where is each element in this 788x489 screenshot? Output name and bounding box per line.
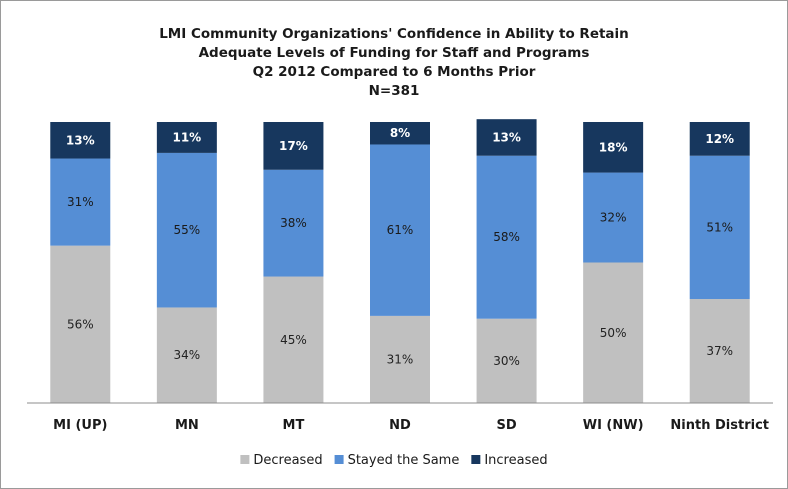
- data-label-increased-sd: 13%: [492, 130, 521, 144]
- data-label-decreased-mi-up: 56%: [67, 317, 94, 331]
- legend: Decreased Stayed the Same Increased: [240, 453, 548, 468]
- legend-item-stayed-the-same: Stayed the Same: [334, 453, 460, 468]
- bar-increased-nd: [370, 122, 430, 145]
- bar-stayed-the-same-sd: [476, 155, 537, 319]
- chart-subtitle-n: N=381: [369, 83, 420, 99]
- legend-item-decreased: Decreased: [240, 453, 323, 468]
- bars-group: 56% 31% 13% 34% 55% 11% 45% 38% 17% 31% 61% 8% 30% 58…: [50, 119, 750, 403]
- data-label-increased-nd: 8%: [390, 126, 410, 140]
- bar-increased-sd: [476, 119, 537, 156]
- data-label-stayed-the-same-sd: 58%: [493, 230, 520, 244]
- bar-stayed-the-same-mt: [263, 169, 324, 277]
- data-label-stayed-the-same-ninth-district: 51%: [706, 220, 733, 234]
- bar-decreased-mt: [263, 276, 324, 403]
- bar-decreased-mn: [156, 307, 217, 403]
- data-label-increased-wi-nw: 18%: [599, 140, 628, 154]
- bar-decreased-ninth-district: [689, 299, 750, 403]
- data-label-increased-ninth-district: 12%: [705, 132, 734, 146]
- category-label-nd: ND: [389, 418, 411, 433]
- data-label-stayed-the-same-wi-nw: 32%: [600, 211, 627, 225]
- chart-title-line-3: Q2 2012 Compared to 6 Months Prior: [253, 64, 536, 80]
- data-label-decreased-mt: 45%: [280, 333, 307, 347]
- bar-increased-ninth-district: [689, 122, 750, 156]
- bar-decreased-nd: [370, 315, 430, 403]
- bar-decreased-wi-nw: [583, 262, 644, 403]
- legend-swatch-stayed-the-same: [334, 455, 344, 464]
- legend-swatch-decreased: [240, 455, 250, 464]
- data-label-increased-mn: 11%: [172, 130, 201, 144]
- category-label-sd: SD: [496, 418, 516, 433]
- category-label-wi-nw: WI (NW): [583, 418, 644, 433]
- category-label-mn: MN: [175, 418, 199, 433]
- bar-stayed-the-same-nd: [370, 144, 430, 316]
- category-label-mi-up: MI (UP): [53, 418, 107, 433]
- category-labels: MI (UP) MN MT ND SD WI (NW) Ninth District: [53, 418, 769, 433]
- data-label-decreased-mn: 34%: [174, 348, 201, 362]
- data-label-increased-mt: 17%: [279, 139, 308, 153]
- bar-decreased-sd: [476, 318, 537, 403]
- legend-item-increased: Increased: [471, 453, 548, 468]
- bar-increased-wi-nw: [583, 122, 644, 173]
- data-label-stayed-the-same-nd: 61%: [387, 223, 414, 237]
- bar-stayed-the-same-ninth-district: [689, 155, 750, 300]
- bar-increased-mi-up: [50, 122, 111, 159]
- bar-stayed-the-same-mi-up: [50, 158, 111, 246]
- data-label-decreased-ninth-district: 37%: [706, 344, 733, 358]
- chart-title-line-2: Adequate Levels of Funding for Staff and…: [199, 45, 590, 61]
- legend-label-decreased: Decreased: [253, 453, 322, 468]
- category-label-ninth-district: Ninth District: [670, 418, 769, 433]
- bar-stayed-the-same-wi-nw: [583, 172, 644, 263]
- data-label-decreased-nd: 31%: [387, 352, 414, 366]
- bar-increased-mn: [156, 122, 217, 153]
- data-label-stayed-the-same-mi-up: 31%: [67, 195, 94, 209]
- data-label-decreased-sd: 30%: [493, 354, 520, 368]
- chart-title: LMI Community Organizations' Confidence …: [159, 26, 629, 99]
- bar-stayed-the-same-mn: [156, 152, 217, 308]
- data-label-increased-mi-up: 13%: [66, 133, 95, 147]
- legend-label-stayed-the-same: Stayed the Same: [348, 453, 460, 468]
- chart-title-line-1: LMI Community Organizations' Confidence …: [159, 26, 629, 42]
- bar-decreased-mi-up: [50, 245, 111, 403]
- bar-increased-mt: [263, 122, 324, 170]
- data-label-stayed-the-same-mt: 38%: [280, 216, 307, 230]
- data-label-decreased-wi-nw: 50%: [600, 326, 627, 340]
- category-label-mt: MT: [283, 418, 305, 433]
- legend-label-increased: Increased: [484, 453, 547, 468]
- data-label-stayed-the-same-mn: 55%: [174, 223, 201, 237]
- legend-swatch-increased: [471, 455, 481, 464]
